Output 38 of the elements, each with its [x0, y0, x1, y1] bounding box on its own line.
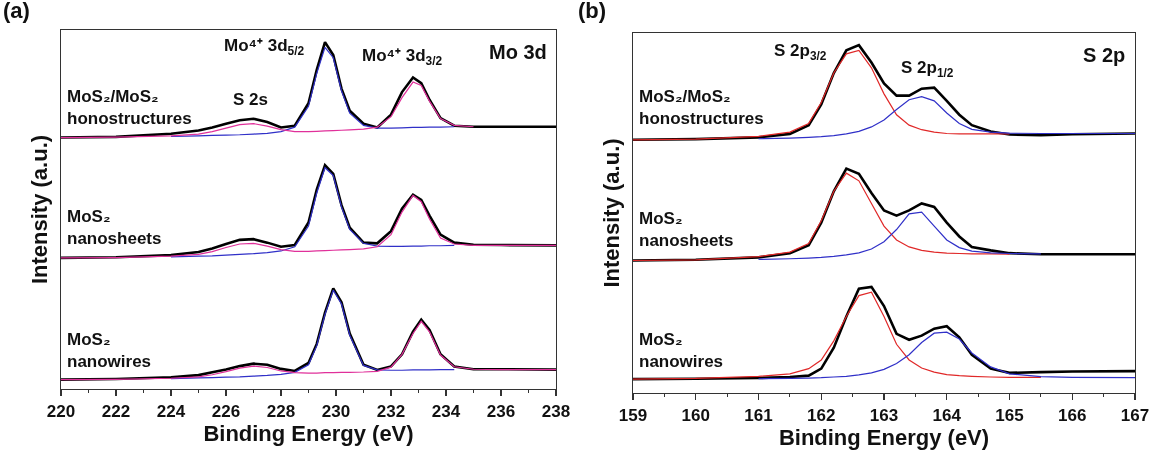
x-tick-label: 220 — [46, 401, 76, 421]
x-tick-label: 234 — [431, 401, 461, 421]
x-tick-label: 159 — [618, 405, 648, 425]
chart-title: (a) — [2, 0, 30, 23]
annotation: Mo⁴⁺ 3d$_{5/2}$ — [224, 36, 305, 58]
x-tick-label: 166 — [1058, 405, 1087, 425]
annotation: MoS₂ nanosheets — [639, 209, 734, 251]
annotation: S 2p$_{3/2}$ — [774, 41, 827, 63]
x-tick-label: 232 — [376, 401, 406, 421]
x-tick-label: 236 — [486, 401, 516, 421]
x-axis-title: Binding Energy (eV) — [203, 420, 414, 446]
x-tick-label: 228 — [266, 401, 296, 421]
x-tick-label: 222 — [101, 401, 131, 421]
x-tick-label: 224 — [156, 401, 186, 421]
x-axis-title: Binding Energy (eV) — [778, 424, 990, 450]
annotation: MoS₂ nanowires — [639, 330, 724, 372]
x-tick-label: 165 — [995, 405, 1024, 425]
annotation: S 2s — [233, 90, 268, 109]
x-tick-label: 167 — [1120, 405, 1150, 425]
x-tick-label: 160 — [681, 405, 710, 425]
x-tick-label: 161 — [744, 405, 773, 425]
chart-title: (b) — [577, 0, 606, 23]
annotation: Mo⁴⁺ 3d$_{3/2}$ — [362, 46, 443, 68]
annotation: S 2p — [1083, 44, 1126, 66]
annotation: MoS₂ nanosheets — [67, 207, 162, 249]
annotation: Mo 3d — [489, 41, 547, 63]
x-tick-label: 163 — [869, 405, 899, 425]
x-tick-label: 238 — [541, 401, 571, 421]
y-axis-title: Intensity (a.u.) — [598, 138, 624, 288]
annotation: MoS₂/MoS₂ honostructures — [639, 87, 764, 129]
x-tick-label: 164 — [932, 405, 962, 425]
x-tick-label: 230 — [321, 401, 351, 421]
annotation: S 2p$_{1/2}$ — [901, 58, 954, 80]
y-axis-title: Intensity (a.u.) — [26, 134, 52, 285]
annotation: MoS₂/MoS₂ honostructures — [67, 87, 192, 129]
x-tick-label: 162 — [807, 405, 836, 425]
annotation: MoS₂ nanowires — [67, 330, 152, 372]
x-tick-label: 226 — [211, 401, 241, 421]
